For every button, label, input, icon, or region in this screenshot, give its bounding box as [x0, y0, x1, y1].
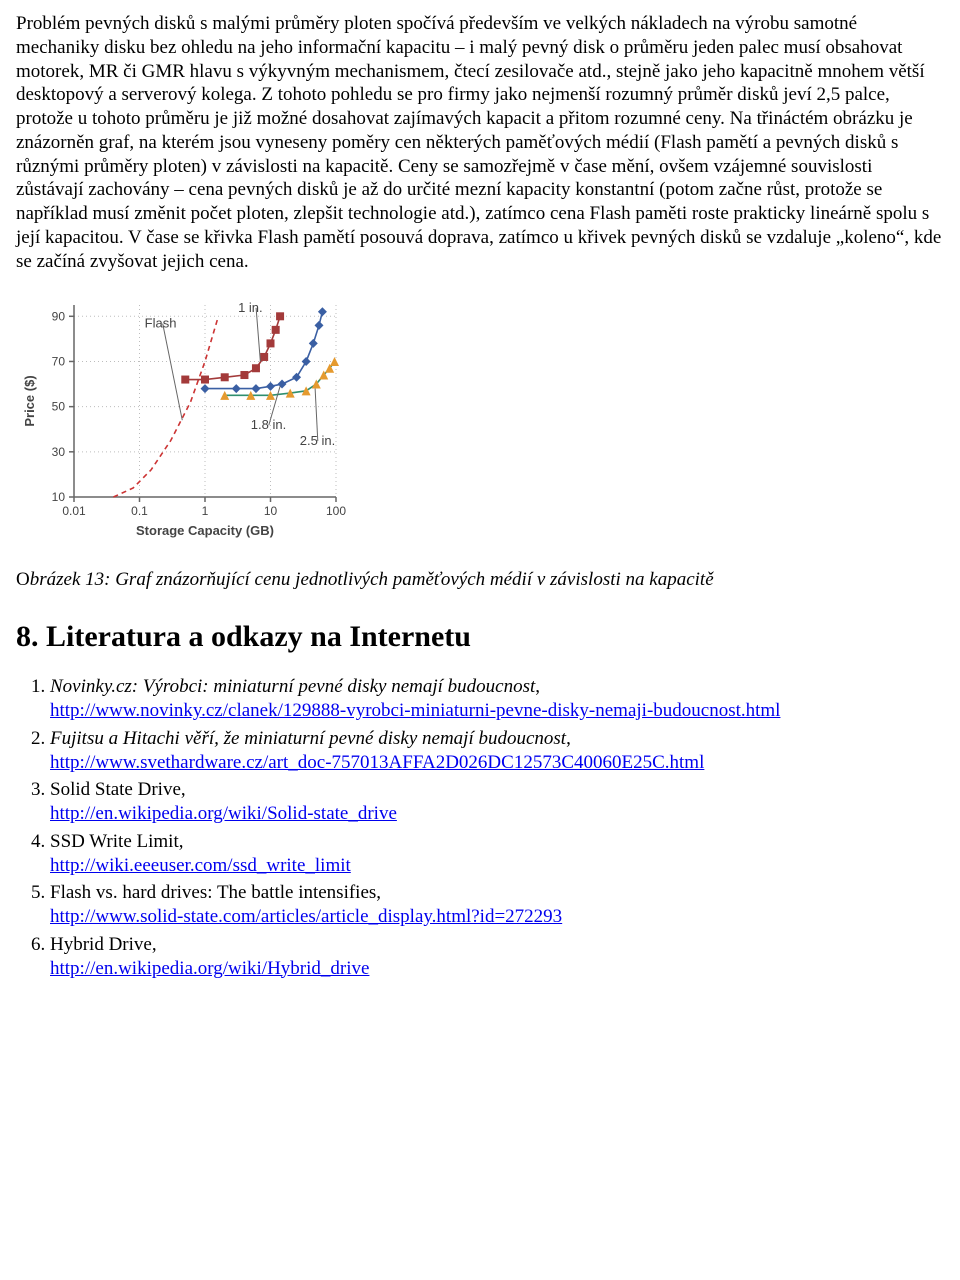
- reference-link[interactable]: http://en.wikipedia.org/wiki/Hybrid_driv…: [50, 958, 369, 979]
- svg-text:2.5 in.: 2.5 in.: [300, 433, 335, 448]
- caption-text: brázek 13: Graf znázorňující cenu jednot…: [30, 569, 714, 590]
- reference-item: Fujitsu a Hitachi věří, že miniaturní pe…: [50, 727, 944, 775]
- svg-text:30: 30: [52, 445, 66, 459]
- svg-text:0.01: 0.01: [62, 504, 86, 518]
- reference-title: Novinky.cz: Výrobci: miniaturní pevné di…: [50, 676, 535, 697]
- svg-text:1: 1: [202, 504, 209, 518]
- svg-text:70: 70: [52, 355, 66, 369]
- reference-item: Novinky.cz: Výrobci: miniaturní pevné di…: [50, 675, 944, 723]
- references-list: Novinky.cz: Výrobci: miniaturní pevné di…: [50, 675, 944, 980]
- reference-title: Solid State Drive,: [50, 779, 186, 800]
- reference-link[interactable]: http://www.svethardware.cz/art_doc-75701…: [50, 752, 704, 773]
- caption-letter: O: [16, 569, 30, 590]
- reference-link[interactable]: http://wiki.eeeuser.com/ssd_write_limit: [50, 855, 351, 876]
- reference-item: Hybrid Drive, http://en.wikipedia.org/wik…: [50, 933, 944, 981]
- svg-text:90: 90: [52, 310, 66, 324]
- svg-text:0.1: 0.1: [131, 504, 148, 518]
- section-heading: 8. Literatura a odkazy na Internetu: [16, 618, 944, 656]
- figure-caption: Obrázek 13: Graf znázorňující cenu jedno…: [16, 568, 944, 592]
- svg-text:Price ($): Price ($): [22, 376, 37, 427]
- reference-link[interactable]: http://www.solid-state.com/articles/arti…: [50, 906, 562, 927]
- price-capacity-chart: 0.01 0.1 1 10 100 10 30 50 70 90 Storage Capacity …: [16, 287, 944, 554]
- svg-text:10: 10: [264, 504, 278, 518]
- svg-text:100: 100: [326, 504, 346, 518]
- reference-title: Flash vs. hard drives: The battle intens…: [50, 882, 381, 903]
- svg-text:1 in.: 1 in.: [238, 300, 263, 315]
- reference-title: Fujitsu a Hitachi věří, že miniaturní pe…: [50, 728, 566, 749]
- svg-text:Storage Capacity (GB): Storage Capacity (GB): [136, 523, 274, 538]
- reference-title: Hybrid Drive,: [50, 934, 157, 955]
- svg-text:1.8 in.: 1.8 in.: [251, 417, 286, 432]
- body-paragraph: Problém pevných disků s malými průměry p…: [16, 12, 944, 273]
- svg-text:Flash: Flash: [145, 316, 177, 331]
- svg-text:50: 50: [52, 400, 66, 414]
- reference-title: SSD Write Limit,: [50, 831, 183, 852]
- svg-text:10: 10: [52, 490, 66, 504]
- reference-link[interactable]: http://www.novinky.cz/clanek/129888-vyro…: [50, 700, 780, 721]
- reference-item: Solid State Drive, http://en.wikipedia.or…: [50, 778, 944, 826]
- reference-item: Flash vs. hard drives: The battle intens…: [50, 881, 944, 929]
- reference-item: SSD Write Limit, http://wiki.eeeuser.com/…: [50, 830, 944, 878]
- reference-link[interactable]: http://en.wikipedia.org/wiki/Solid-state…: [50, 803, 397, 824]
